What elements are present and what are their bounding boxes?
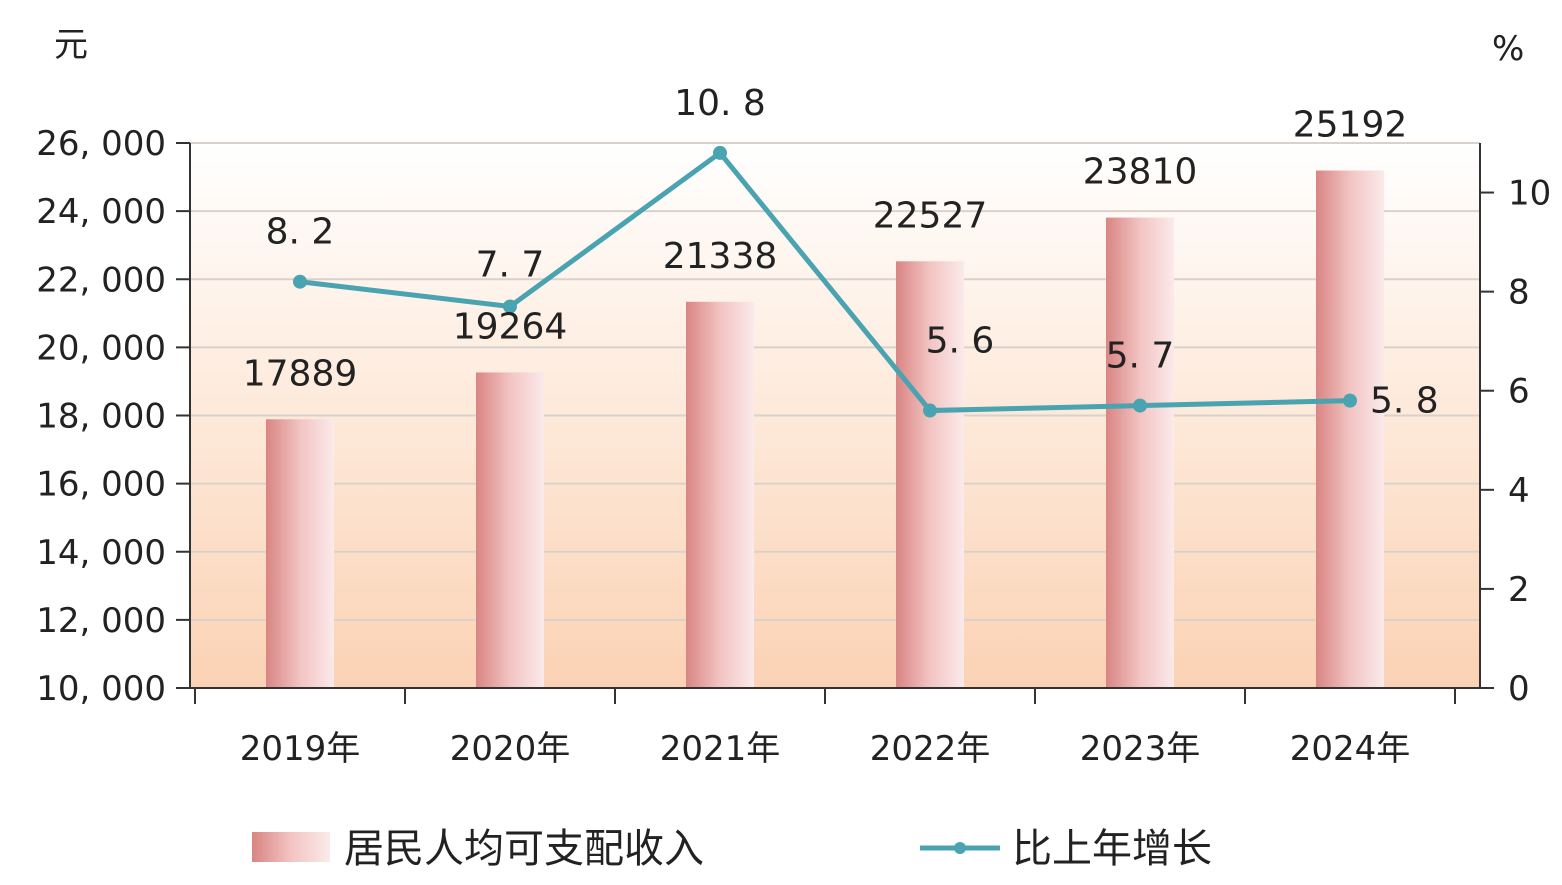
left-tick-label: 18, 000 bbox=[36, 397, 166, 437]
growth-line bbox=[299, 149, 1351, 414]
x-tick-label: 2024年 bbox=[1290, 729, 1411, 769]
left-tick-label: 22, 000 bbox=[36, 260, 166, 300]
legend: 居民人均可支配收入 比上年增长 bbox=[252, 826, 1212, 872]
right-tick-label: 6 bbox=[1508, 372, 1530, 412]
left-tick-label: 16, 000 bbox=[36, 465, 166, 505]
bar bbox=[476, 372, 544, 688]
left-tick-label: 12, 000 bbox=[36, 601, 166, 641]
x-tick-label: 2020年 bbox=[450, 729, 571, 769]
right-tick-label: 10 bbox=[1508, 174, 1551, 214]
legend-bar-label: 居民人均可支配收入 bbox=[344, 826, 704, 872]
x-tick-label: 2019年 bbox=[240, 729, 361, 769]
bar bbox=[1106, 217, 1174, 689]
right-tick-label: 2 bbox=[1508, 570, 1530, 610]
growth-value-label: 5. 8 bbox=[1370, 381, 1439, 422]
legend-line-label: 比上年增长 bbox=[1012, 826, 1212, 872]
legend-bar-swatch bbox=[252, 832, 330, 862]
growth-point bbox=[1133, 398, 1147, 413]
right-tick-label: 8 bbox=[1508, 273, 1530, 313]
bar-value-label: 22527 bbox=[873, 195, 988, 236]
x-axis-ticks: 2019年 2020年 2021年 2022年 2023年 2024年 bbox=[194, 688, 1456, 769]
right-tick-label: 0 bbox=[1508, 669, 1530, 709]
growth-point bbox=[1343, 393, 1357, 408]
bar bbox=[1316, 170, 1384, 688]
left-tick-label: 24, 000 bbox=[36, 192, 166, 232]
bar-value-label: 19264 bbox=[453, 306, 568, 347]
left-tick-label: 20, 000 bbox=[36, 328, 166, 368]
left-tick-label: 10, 000 bbox=[36, 669, 166, 709]
x-tick-label: 2021年 bbox=[660, 729, 781, 769]
growth-point bbox=[713, 145, 727, 160]
legend-line-marker bbox=[954, 842, 966, 854]
growth-point bbox=[923, 403, 937, 418]
bar bbox=[686, 301, 754, 688]
bar bbox=[896, 261, 964, 688]
left-tick-label: 26, 000 bbox=[36, 124, 166, 164]
x-tick-label: 2023年 bbox=[1080, 729, 1201, 769]
growth-point bbox=[293, 274, 307, 289]
bar-data-labels: 17889 19264 21338 22527 23810 25192 bbox=[243, 105, 1408, 395]
left-axis-ticks: 10, 000 12, 000 14, 000 16, 000 18, 000 20, 0… bbox=[36, 124, 190, 709]
growth-point bbox=[503, 299, 517, 314]
gridlines bbox=[190, 142, 1480, 621]
bars bbox=[266, 170, 1384, 689]
growth-value-label: 5. 6 bbox=[926, 321, 995, 362]
bar-value-label: 25192 bbox=[1293, 105, 1408, 146]
right-axis-unit: % bbox=[1492, 29, 1524, 69]
line-series bbox=[293, 145, 1357, 418]
growth-value-label: 10. 8 bbox=[674, 83, 766, 124]
growth-value-label: 7. 7 bbox=[476, 245, 545, 286]
bar-value-label: 23810 bbox=[1083, 152, 1198, 193]
x-tick-label: 2022年 bbox=[870, 729, 991, 769]
bar-value-label: 17889 bbox=[243, 353, 358, 394]
right-tick-label: 4 bbox=[1508, 471, 1530, 511]
bar-value-label: 21338 bbox=[663, 236, 778, 277]
growth-value-label: 5. 7 bbox=[1106, 336, 1175, 377]
line-data-labels: 8. 2 7. 7 10. 8 5. 6 5. 7 5. 8 bbox=[266, 83, 1439, 422]
growth-value-label: 8. 2 bbox=[266, 212, 335, 253]
left-axis-unit: 元 bbox=[54, 25, 88, 65]
left-tick-label: 14, 000 bbox=[36, 533, 166, 573]
right-axis-ticks: 0 2 4 6 8 10 bbox=[1480, 174, 1551, 709]
bar bbox=[266, 419, 334, 688]
